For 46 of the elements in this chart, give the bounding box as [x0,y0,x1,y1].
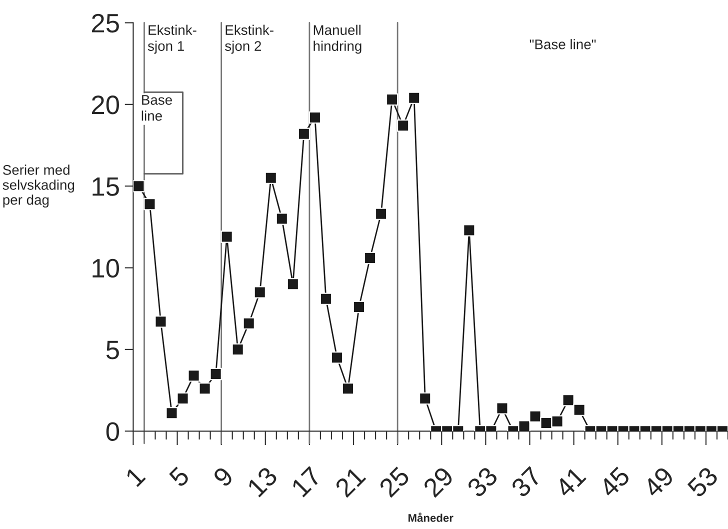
point [154,316,167,328]
y-tick-label: 5 [106,340,119,360]
point [133,180,145,192]
x-tick-label: 9 [212,466,234,488]
point [144,198,156,210]
point [320,292,332,305]
x-tick-label: 5 [168,466,190,488]
point [364,252,376,264]
x-tick-label: 13 [246,466,278,498]
ref-line-label: Ekstink- sjon 1 [148,24,196,54]
point [396,120,410,132]
ref-line-label: Ekstink- sjon 2 [225,24,274,54]
point [220,230,233,243]
y-axis-title: Serier med selvskading per dag [2,164,74,208]
point [298,128,310,140]
y-tick-label: 15 [92,178,119,196]
x-tick-label: 45 [598,466,631,498]
point [408,92,420,104]
point [352,300,366,314]
point [374,208,388,220]
x-tick-label: 1 [124,466,146,487]
point [386,93,398,106]
point [286,278,300,290]
x-axis-title: Måneder [408,512,454,522]
annotation: Base line [142,95,172,121]
y-tick-label: 20 [92,96,119,114]
x-tick-label: 29 [422,466,454,498]
x-tick-label: 37 [510,466,543,498]
x-tick-label: 53 [686,466,719,498]
y-tick-label: 25 [92,14,119,33]
y-tick-label: 10 [92,258,119,278]
point [264,172,278,184]
point [308,111,322,124]
x-tick-label: 17 [290,466,322,498]
x-tick-label: 49 [642,466,675,498]
annotation: "Base line" [530,39,596,50]
point [276,212,288,225]
x-tick-label: 21 [334,466,366,498]
point [242,317,255,330]
point [463,224,476,236]
x-tick-label: 25 [378,466,410,498]
y-tick-label: 0 [106,422,119,441]
x-tick-label: 33 [466,466,499,498]
ref-line-label: Manuell hindring [314,24,362,54]
point [254,286,266,298]
x-tick-label: 41 [554,466,586,498]
